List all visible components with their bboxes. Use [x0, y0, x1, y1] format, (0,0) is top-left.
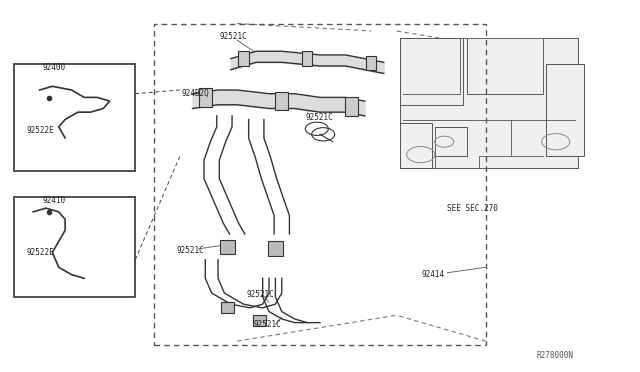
Bar: [366, 56, 376, 70]
Bar: [346, 97, 358, 116]
Text: 92521C: 92521C: [177, 246, 204, 255]
Text: R278000N: R278000N: [537, 351, 573, 360]
Text: 92521C: 92521C: [253, 320, 281, 329]
Text: 92400: 92400: [43, 63, 66, 72]
Bar: [220, 240, 236, 254]
Bar: [268, 241, 283, 256]
Bar: [435, 127, 467, 157]
Text: 92521C: 92521C: [246, 291, 275, 299]
Bar: [239, 51, 248, 66]
Bar: [221, 302, 234, 313]
Bar: [154, 23, 486, 345]
Text: 92521C: 92521C: [220, 32, 247, 41]
Bar: [399, 38, 578, 167]
Bar: [14, 64, 135, 171]
Bar: [467, 38, 543, 94]
Bar: [302, 51, 312, 66]
Bar: [14, 197, 135, 297]
Text: 92522E: 92522E: [27, 126, 54, 135]
Bar: [546, 64, 584, 157]
Bar: [275, 92, 288, 110]
Text: 924B2Q: 924B2Q: [182, 89, 209, 98]
Text: 92414: 92414: [422, 270, 445, 279]
Text: 92410: 92410: [43, 196, 66, 205]
Bar: [199, 88, 212, 107]
Bar: [253, 315, 266, 326]
Text: SEE SEC.270: SEE SEC.270: [447, 203, 499, 213]
Bar: [399, 38, 463, 105]
Text: 92521C: 92521C: [306, 113, 333, 122]
Bar: [399, 123, 431, 167]
Text: 92522E: 92522E: [27, 248, 54, 257]
